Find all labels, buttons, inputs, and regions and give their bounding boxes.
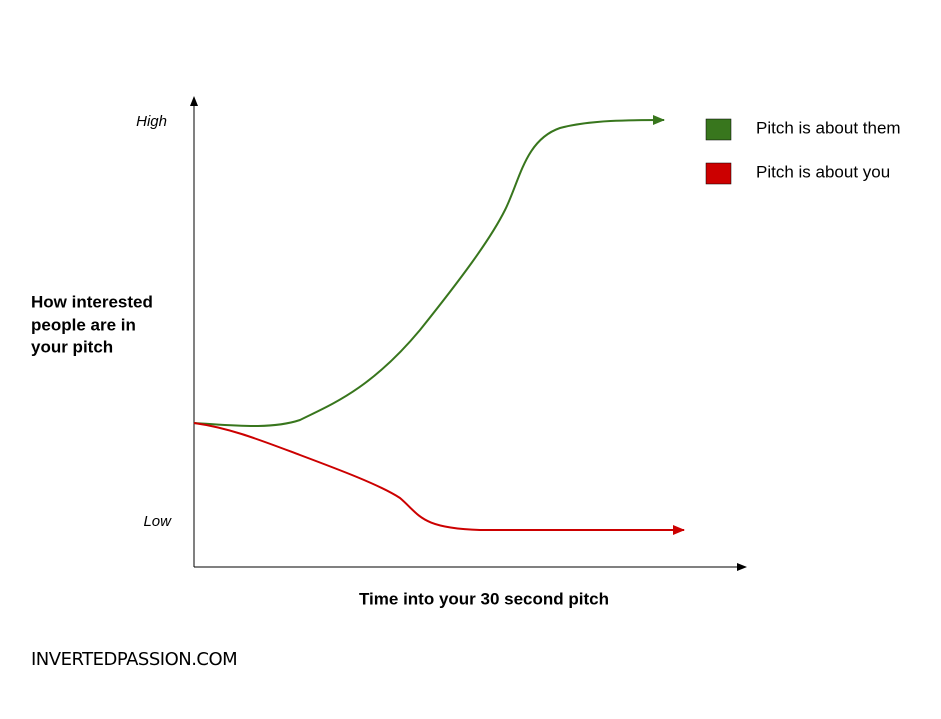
- footer: INVERTEDPASSION.COM: [31, 649, 237, 670]
- legend-label: Pitch is about them: [756, 118, 901, 137]
- y-axis-label: your pitch: [31, 337, 113, 356]
- legend-swatch: [705, 162, 732, 185]
- y-axis-label: How interested: [31, 292, 153, 311]
- curve: [193, 422, 685, 535]
- legend-swatch: [705, 118, 732, 141]
- y-high-label: High: [136, 113, 167, 130]
- curve: [193, 115, 665, 428]
- y-low-label: Low: [143, 513, 172, 530]
- x-axis-label: Time into your 30 second pitch: [359, 589, 609, 608]
- y-axis-label: people are in: [31, 315, 136, 334]
- legend-label: Pitch is about you: [756, 162, 890, 181]
